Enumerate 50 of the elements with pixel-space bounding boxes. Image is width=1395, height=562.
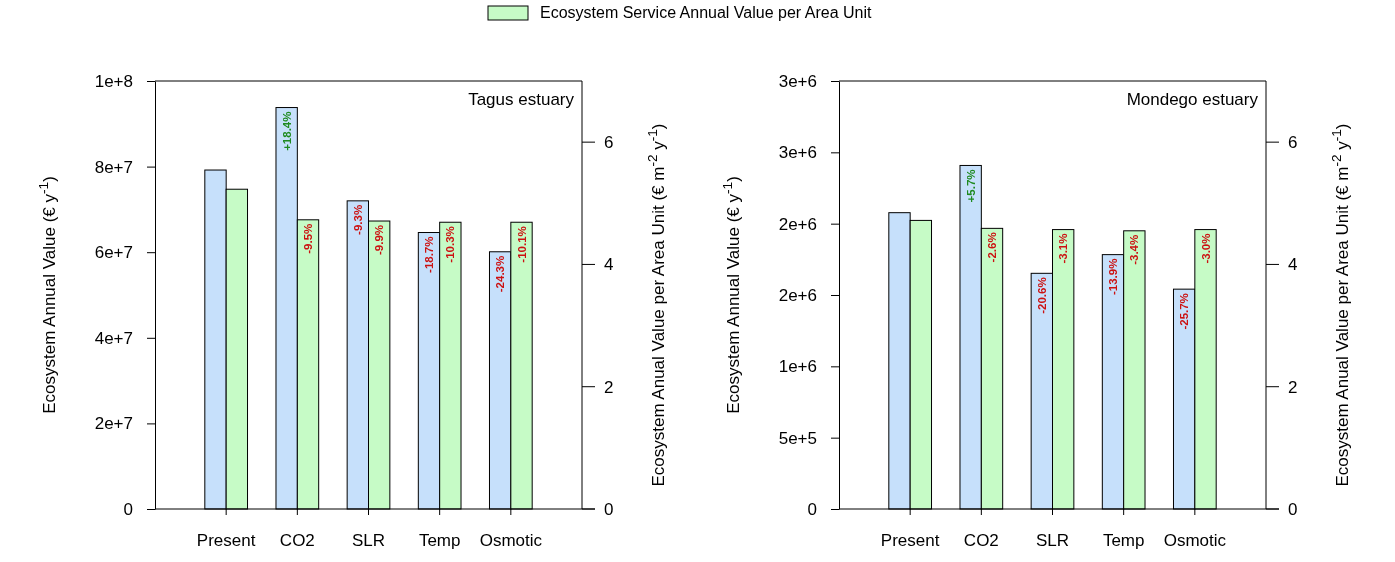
x-tick-label: SLR bbox=[351, 531, 386, 550]
y2-tick-label: 2 bbox=[604, 377, 614, 397]
annotation: -9.9% bbox=[373, 224, 386, 255]
annotation: -20.6% bbox=[1035, 277, 1048, 314]
legend-label: Ecosystem Service Annual Value per Area Unit bbox=[540, 4, 872, 21]
y-tick-label: 1e+8 bbox=[94, 71, 133, 91]
y-tick-label: 1e+6 bbox=[778, 357, 817, 377]
y2-tick-label: 0 bbox=[1288, 499, 1298, 519]
x-tick-label: CO2 bbox=[279, 531, 315, 550]
annotation: -10.1% bbox=[515, 226, 528, 263]
y-tick-label: 0 bbox=[807, 499, 817, 519]
text: Tagus estuary bbox=[468, 90, 575, 109]
y-tick-label: 4e+7 bbox=[94, 328, 133, 348]
y2-tick-label: 2 bbox=[1288, 377, 1298, 397]
x-tick-label: Temp bbox=[418, 531, 461, 550]
y-tick-label: 3e+6 bbox=[778, 143, 817, 163]
y-tick-label: 8e+7 bbox=[94, 157, 133, 177]
x-tick-label: CO2 bbox=[963, 531, 999, 550]
annotation: -3.4% bbox=[1128, 234, 1141, 265]
annotation: -13.9% bbox=[1106, 258, 1119, 296]
y2-tick-label: 6 bbox=[1288, 133, 1298, 153]
y-tick-label: 3e+6 bbox=[778, 71, 817, 91]
y-tick-label: 2e+7 bbox=[94, 414, 133, 434]
y-tick-label: 6e+7 bbox=[94, 243, 133, 263]
x-tick-label: Temp bbox=[1102, 531, 1145, 550]
x-tick-label: Osmotic bbox=[1163, 531, 1227, 550]
annotation: -24.3% bbox=[494, 255, 507, 293]
x-tick-label: Osmotic bbox=[479, 531, 543, 550]
x-tick-label: Present bbox=[880, 531, 940, 550]
y2-tick-label: 6 bbox=[604, 133, 614, 153]
annotation: +5.7% bbox=[964, 169, 977, 203]
annotation: -3.1% bbox=[1057, 233, 1070, 264]
y2-tick-label: 0 bbox=[604, 499, 614, 519]
annotation: -9.5% bbox=[302, 223, 315, 254]
y-tick-label: 2e+6 bbox=[778, 214, 817, 234]
y-tick-label: 0 bbox=[123, 499, 133, 519]
y2-tick-label: 4 bbox=[604, 255, 614, 275]
annotation: -25.7% bbox=[1178, 293, 1191, 330]
y-tick-label: 5e+5 bbox=[778, 428, 817, 448]
y-tick-label: 2e+6 bbox=[778, 285, 817, 305]
annotation: -3.0% bbox=[1199, 233, 1212, 264]
annotation: -9.3% bbox=[351, 204, 364, 235]
x-tick-label: Present bbox=[196, 531, 256, 550]
text: Mondego estuary bbox=[1126, 90, 1259, 109]
y2-tick-label: 4 bbox=[1288, 255, 1298, 275]
annotation: -18.7% bbox=[422, 236, 435, 273]
x-tick-label: SLR bbox=[1035, 531, 1070, 550]
annotation: +18.4% bbox=[280, 111, 293, 151]
annotation: -2.6% bbox=[986, 232, 999, 263]
annotation: -10.3% bbox=[444, 226, 457, 263]
